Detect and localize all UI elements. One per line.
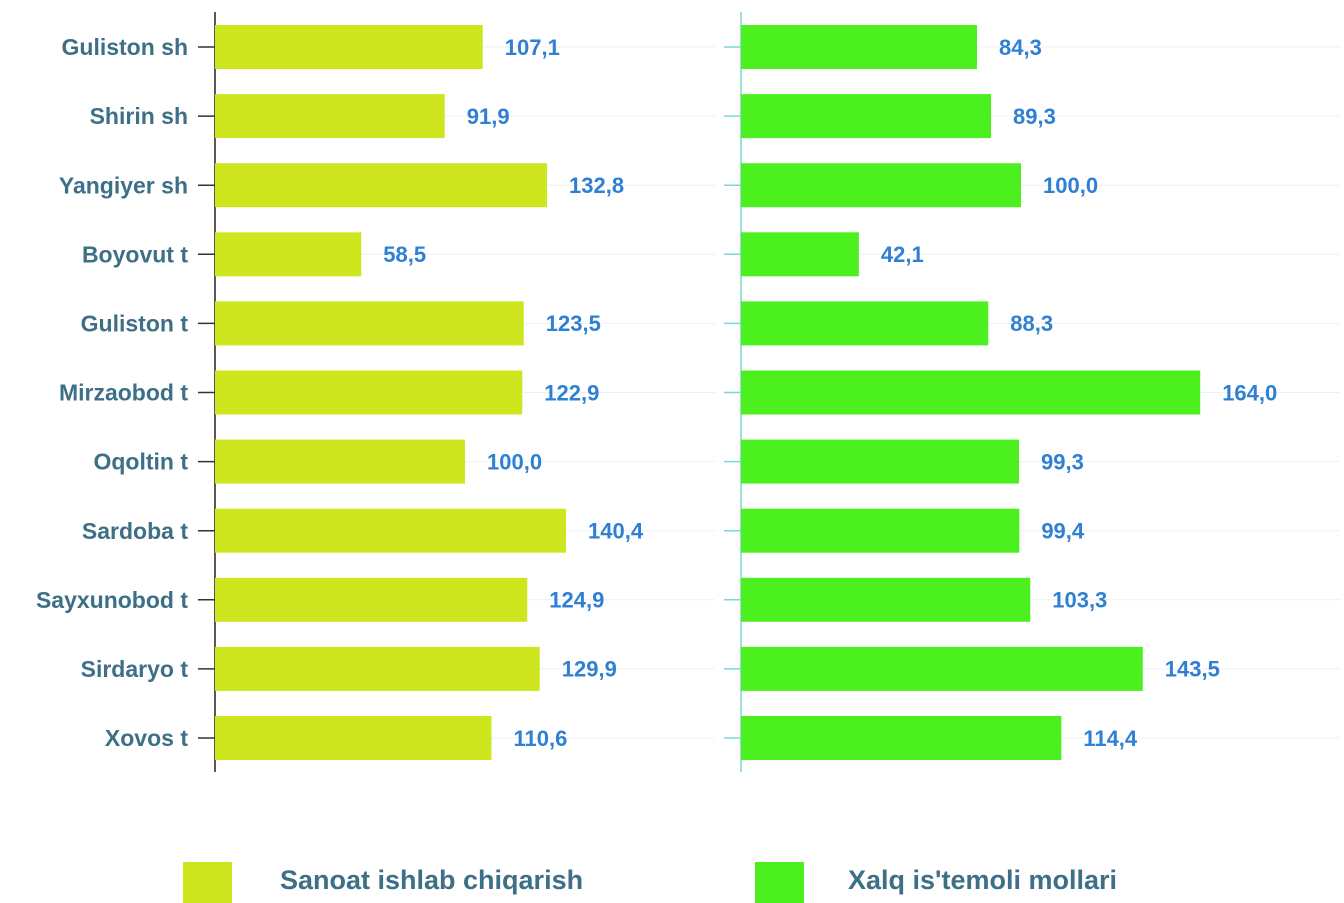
value-label: 103,3 [1052,588,1107,613]
bar [215,25,483,69]
value-label: 114,4 [1083,726,1138,751]
bar [741,94,992,139]
bar [741,25,978,69]
category-label: Guliston t [81,310,189,336]
bar [741,716,1062,760]
value-label: 124,9 [549,588,604,613]
legend-swatch [183,862,232,903]
value-label: 107,1 [505,35,560,60]
bar [741,439,1020,484]
value-label: 132,8 [569,173,624,198]
value-label: 143,5 [1165,657,1220,682]
category-label: Boyovut t [82,241,188,267]
bar [741,370,1201,415]
bar [215,301,524,346]
bar [215,439,465,484]
bar [741,508,1020,553]
value-label: 42,1 [881,242,924,267]
value-label: 110,6 [514,726,568,751]
bar [741,163,1021,208]
bar [215,716,492,760]
bar [215,370,523,415]
bar [741,646,1143,691]
bar [215,94,445,139]
bar [741,301,989,346]
category-label: Sirdaryo t [81,656,189,682]
category-label: Sayxunobod t [36,587,188,613]
value-label: 84,3 [999,35,1042,60]
bar [215,577,528,622]
value-label: 91,9 [467,104,510,129]
value-label: 122,9 [544,380,599,405]
category-label: Guliston sh [62,34,189,60]
value-label: 88,3 [1010,311,1053,336]
value-label: 100,0 [487,449,542,474]
value-label: 100,0 [1043,173,1098,198]
legend-swatch [755,862,804,903]
category-label: Yangiyer sh [59,172,188,198]
value-label: 58,5 [383,242,426,267]
value-label: 129,9 [562,657,617,682]
bar [741,232,859,277]
bar [215,646,540,691]
value-label: 164,0 [1222,380,1277,405]
bar [741,577,1031,622]
value-label: 140,4 [588,519,644,544]
legend-label: Xalq is'temoli mollari [848,865,1117,895]
legend-label: Sanoat ishlab chiqarish [280,865,583,895]
category-label: Oqoltin t [93,449,188,475]
value-label: 89,3 [1013,104,1056,129]
bar [215,232,362,277]
category-label: Shirin sh [90,103,188,129]
bar [215,163,547,208]
bar [215,508,566,553]
value-label: 123,5 [546,311,601,336]
value-label: 99,4 [1041,519,1085,544]
value-label: 99,3 [1041,449,1084,474]
category-label: Sardoba t [82,518,188,544]
category-label: Mirzaobod t [59,380,188,406]
category-label: Xovos t [105,725,188,751]
